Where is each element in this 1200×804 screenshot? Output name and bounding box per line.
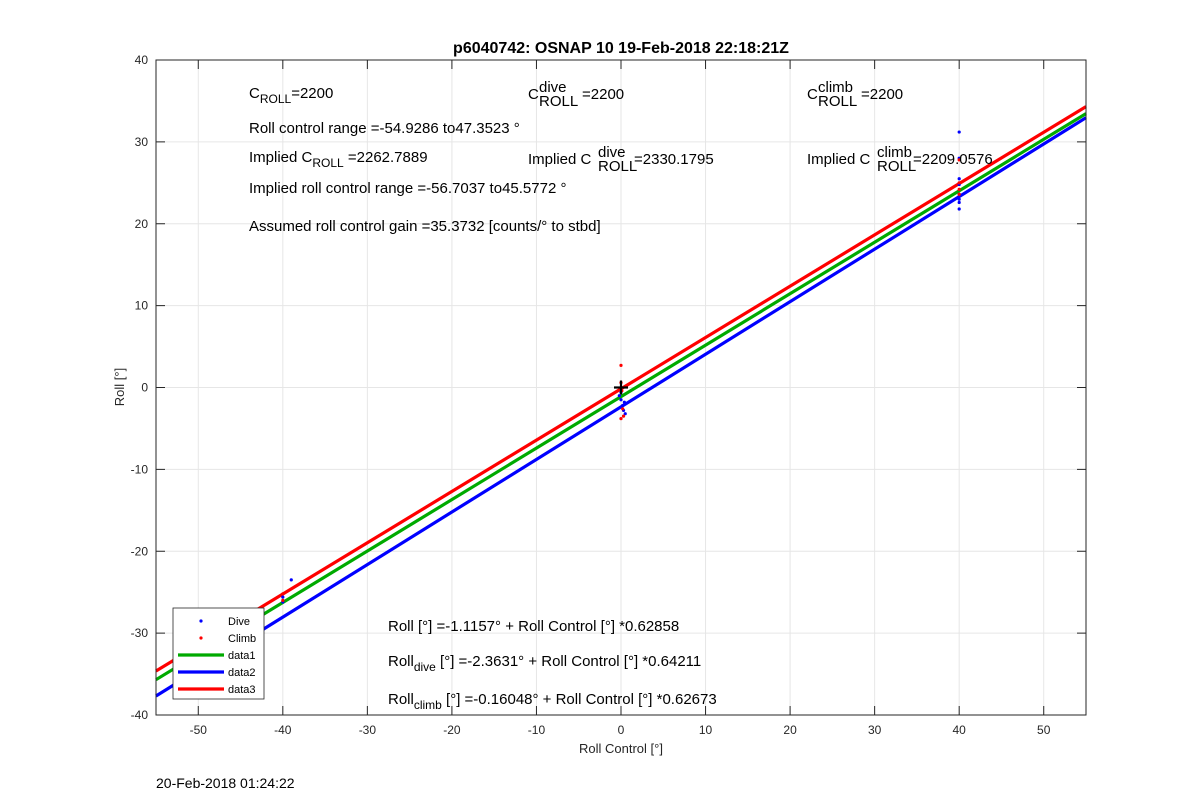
y-tick-label: 0 [141,381,148,395]
axes-box [155,59,1087,716]
y-tick-label: -20 [131,544,149,558]
x-tick-label: 30 [868,723,882,737]
x-tick-label: 20 [783,723,797,737]
data-point-climb [621,414,626,418]
annotation-implied-c-dive: Implied C dive ROLL =2330.1795 [528,144,714,175]
legend-label-data3: data3 [228,684,256,696]
implied-climb-superscript: climb [877,144,912,161]
implied-climb-value: =2209.0576 [913,151,993,168]
data-point-dive [281,595,285,599]
annotation-roll-control-gain: Assumed roll control gain =35.3732 [coun… [249,218,601,235]
data-point-climb [619,417,623,421]
data-point-climb [957,181,961,185]
legend-label-dive: Dive [228,616,250,628]
fit-line-data2 [155,116,1087,698]
x-tick-label: 10 [699,723,713,737]
data-points [281,130,961,604]
c-dive-subscript: ROLL [539,93,578,110]
legend-label-data2: data2 [228,667,256,679]
c-climb-superscript: climb [818,79,853,96]
annotation-fit-all: Roll [°] =-1.1157° + Roll Control [°] *0… [388,618,679,635]
data-point-dive [621,403,625,408]
annotation-implied-c-climb: Implied C climb ROLL =2209.0576 [807,144,993,175]
x-tick-label: -30 [359,723,377,737]
data-point-climb [957,158,961,162]
footer-timestamp: 20-Feb-2018 01:24:22 [156,775,295,791]
annotation-c-roll: CROLL=2200 [249,85,333,106]
x-tick-label: 40 [953,723,967,737]
data-point-climb [619,363,623,367]
y-tick-label: 20 [135,217,149,231]
legend-label-data1: data1 [228,650,256,662]
data-point-dive [617,394,621,398]
implied-dive-subscript: ROLL [598,158,637,175]
x-axis-label: Roll Control [°] [579,741,663,756]
chart-title: p6040742: OSNAP 10 19-Feb-2018 22:18:21Z [453,40,789,57]
y-tick-label: 10 [135,299,149,313]
data-point-climb [281,598,285,602]
y-tick-label: 40 [135,53,149,67]
fit-line-data1 [155,112,1087,682]
data-point-dive [957,130,961,134]
data-point-climb [281,592,285,596]
x-tick-label: -50 [190,723,208,737]
y-tick-label: 30 [135,135,149,149]
y-tick-label: -30 [131,626,149,640]
annotation-roll-control-range: Roll control range =-54.9286 to47.3523 ° [249,120,520,137]
c-dive-prefix: C [528,86,539,103]
implied-climb-prefix: Implied C [807,151,871,168]
c-dive-superscript: dive [539,79,567,96]
legend-marker-climb [199,636,203,640]
annotation-fit-dive: Rolldive [°] =-2.3631° + Roll Control [°… [388,653,701,674]
data-point-dive [957,207,961,211]
x-tick-label: -20 [443,723,461,737]
x-tick-label: -40 [274,723,292,737]
x-ticks: -50 -40 -30 -20 -10 0 10 20 30 40 50 [190,60,1051,737]
implied-climb-subscript: ROLL [877,158,916,175]
c-climb-prefix: C [807,86,818,103]
data-point-dive [622,400,626,404]
data-point-dive [957,200,961,205]
y-tick-label: -10 [131,462,149,476]
data-point-climb [621,407,625,411]
data-point-dive [619,398,623,402]
y-axis-label: Roll [°] [112,368,127,406]
annotation-implied-c-roll: Implied CROLL =2262.7889 [249,149,428,170]
implied-dive-value: =2330.1795 [634,151,714,168]
annotation-c-roll-climb: C climb ROLL =2200 [807,79,903,110]
legend-label-climb: Climb [228,633,256,645]
legend: Dive Climb data1 data2 data3 [172,607,265,700]
data-point-climb [957,192,961,196]
x-tick-label: 0 [618,723,625,737]
c-dive-value: =2200 [582,86,624,103]
c-climb-subscript: ROLL [818,93,857,110]
x-tick-label: 50 [1037,723,1051,737]
origin-marker [614,380,628,395]
implied-dive-prefix: Implied C [528,151,592,168]
legend-marker-dive [199,619,203,623]
data-point-dive [623,412,627,416]
data-point-climb [957,187,961,191]
annotation-c-roll-dive: C dive ROLL =2200 [528,79,624,110]
annotation-implied-roll-range: Implied roll control range =-56.7037 to4… [249,180,566,197]
y-tick-label: -40 [131,708,149,722]
data-point-dive [289,578,293,582]
y-ticks: -40 -30 -20 -10 0 10 20 30 40 [131,53,1086,722]
data-point-dive [957,197,961,201]
x-tick-label: -10 [528,723,546,737]
c-climb-value: =2200 [861,86,903,103]
annotation-fit-climb: Rollclimb [°] =-0.16048° + Roll Control … [388,691,717,712]
implied-dive-superscript: dive [598,144,626,161]
data-point-dive [957,177,961,181]
